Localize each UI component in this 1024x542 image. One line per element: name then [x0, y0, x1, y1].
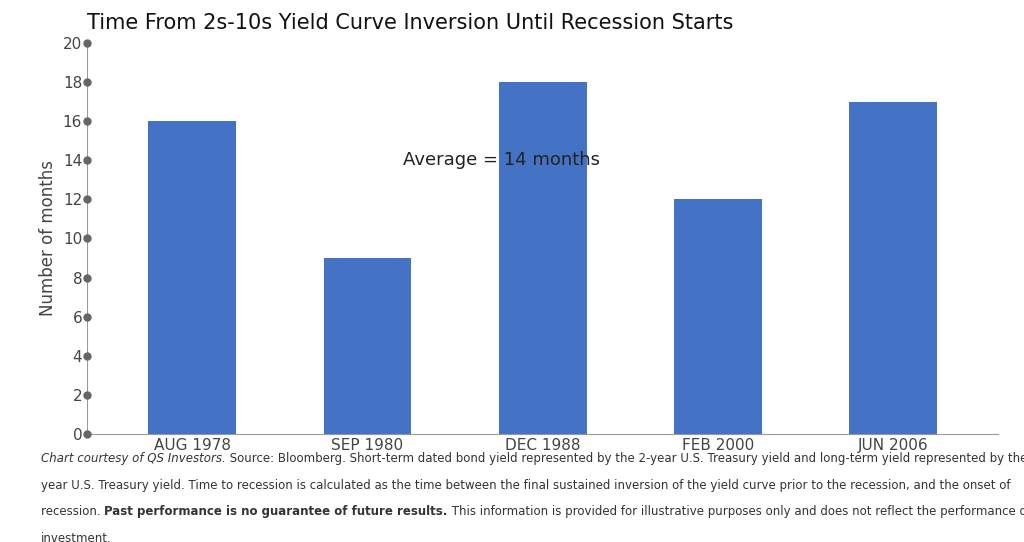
Bar [499, 82, 587, 434]
Text: recession.: recession. [41, 505, 104, 518]
Bar [148, 121, 236, 434]
Text: investment.: investment. [41, 532, 112, 542]
Y-axis label: Number of months: Number of months [39, 160, 57, 317]
Text: year U.S. Treasury yield. Time to recession is calculated as the time between th: year U.S. Treasury yield. Time to recess… [41, 479, 1011, 492]
Bar [324, 258, 412, 434]
Bar [850, 102, 937, 434]
Text: Time From 2s-10s Yield Curve Inversion Until Recession Starts: Time From 2s-10s Yield Curve Inversion U… [87, 14, 733, 34]
Text: Past performance is no guarantee of future results.: Past performance is no guarantee of futu… [104, 505, 447, 518]
Text: Average = 14 months: Average = 14 months [402, 151, 599, 170]
Bar [674, 199, 762, 434]
Text: Chart courtesy of QS Investors.: Chart courtesy of QS Investors. [41, 452, 225, 465]
Text: This information is provided for illustrative purposes only and does not reflect: This information is provided for illustr… [447, 505, 1024, 518]
Text: Source: Bloomberg. Short-term dated bond yield represented by the 2-year U.S. Tr: Source: Bloomberg. Short-term dated bond… [225, 452, 1024, 465]
